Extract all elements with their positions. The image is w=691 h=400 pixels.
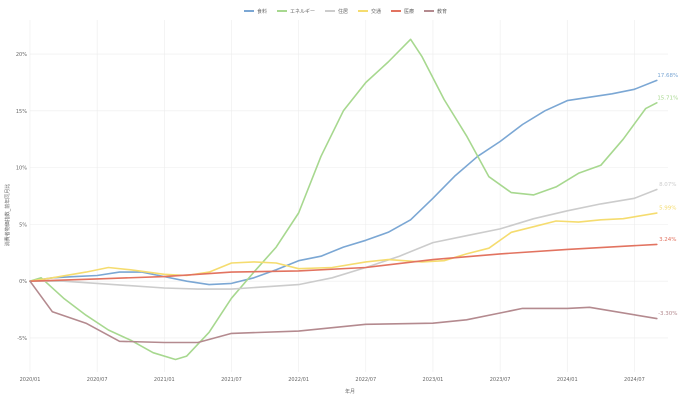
x-tick-label: 2024/01 (557, 377, 578, 383)
x-tick-label: 2023/07 (490, 377, 511, 383)
end-value-label: -3.30% (658, 311, 677, 317)
series-lines (29, 38, 658, 361)
x-tick-label: 2020/01 (20, 377, 41, 383)
series-line (29, 212, 658, 282)
series-line (29, 280, 658, 344)
series-line (29, 38, 658, 361)
legend-swatch (358, 10, 368, 12)
legend-label: 交通 (371, 8, 382, 15)
legend-swatch (276, 10, 287, 12)
legend-item[interactable]: 住居 (324, 4, 348, 18)
end-value-label: 3.24% (659, 237, 676, 243)
legend-label: 教育 (437, 8, 448, 15)
y-tick-label: 10% (16, 166, 27, 172)
legend-swatch (391, 10, 402, 12)
series-line (29, 188, 658, 290)
end-value-label: 8.07% (659, 182, 676, 188)
legend: 食料 エネルギー 住居 交通 医療 教育 (0, 4, 691, 18)
end-value-label: 5.99% (659, 206, 676, 212)
legend-label: 医療 (404, 8, 415, 15)
legend-label: 住居 (337, 8, 348, 15)
series-line (29, 243, 658, 282)
x-axis-label: 年月 (345, 388, 355, 395)
legend-swatch (424, 10, 435, 12)
end-value-label: 17.68% (657, 73, 678, 79)
legend-swatch (324, 10, 335, 12)
y-tick-label: 20% (16, 52, 27, 58)
legend-swatch (243, 10, 254, 12)
legend-item[interactable]: 教育 (424, 4, 447, 18)
x-tick-label: 2021/01 (154, 377, 175, 383)
x-tick-label: 2024/07 (624, 377, 645, 383)
y-axis-label: 消費者物価指数_前年同月比 (4, 184, 11, 247)
legend-label: エネルギー (289, 8, 315, 15)
x-tick-label: 2021/07 (221, 377, 242, 383)
axis-ticks: -5% 0% 5% 10% 15% 20% 2020/01 2020/07 2021/01 202… (16, 52, 645, 383)
x-tick-label: 2020/07 (87, 377, 108, 383)
end-value-label: 15.71% (657, 95, 678, 101)
x-tick-label: 2022/01 (288, 377, 309, 383)
end-labels: 17.68% 15.71% 8.07% 5.99% 3.24% -3.30% (657, 73, 678, 317)
x-tick-label: 2023/01 (423, 377, 444, 383)
legend-item[interactable]: エネルギー (276, 4, 315, 18)
grid (29, 20, 668, 372)
legend-label: 食料 (256, 8, 267, 15)
legend-item[interactable]: 医療 (391, 4, 414, 18)
y-tick-label: -5% (17, 336, 27, 342)
legend-item[interactable]: 交通 (358, 4, 381, 18)
legend-item[interactable]: 食料 (243, 4, 267, 18)
x-tick-label: 2022/07 (355, 377, 376, 383)
y-tick-label: 0% (19, 279, 27, 285)
y-tick-label: 15% (16, 109, 27, 115)
y-tick-label: 5% (19, 222, 27, 228)
series-line (29, 79, 658, 286)
